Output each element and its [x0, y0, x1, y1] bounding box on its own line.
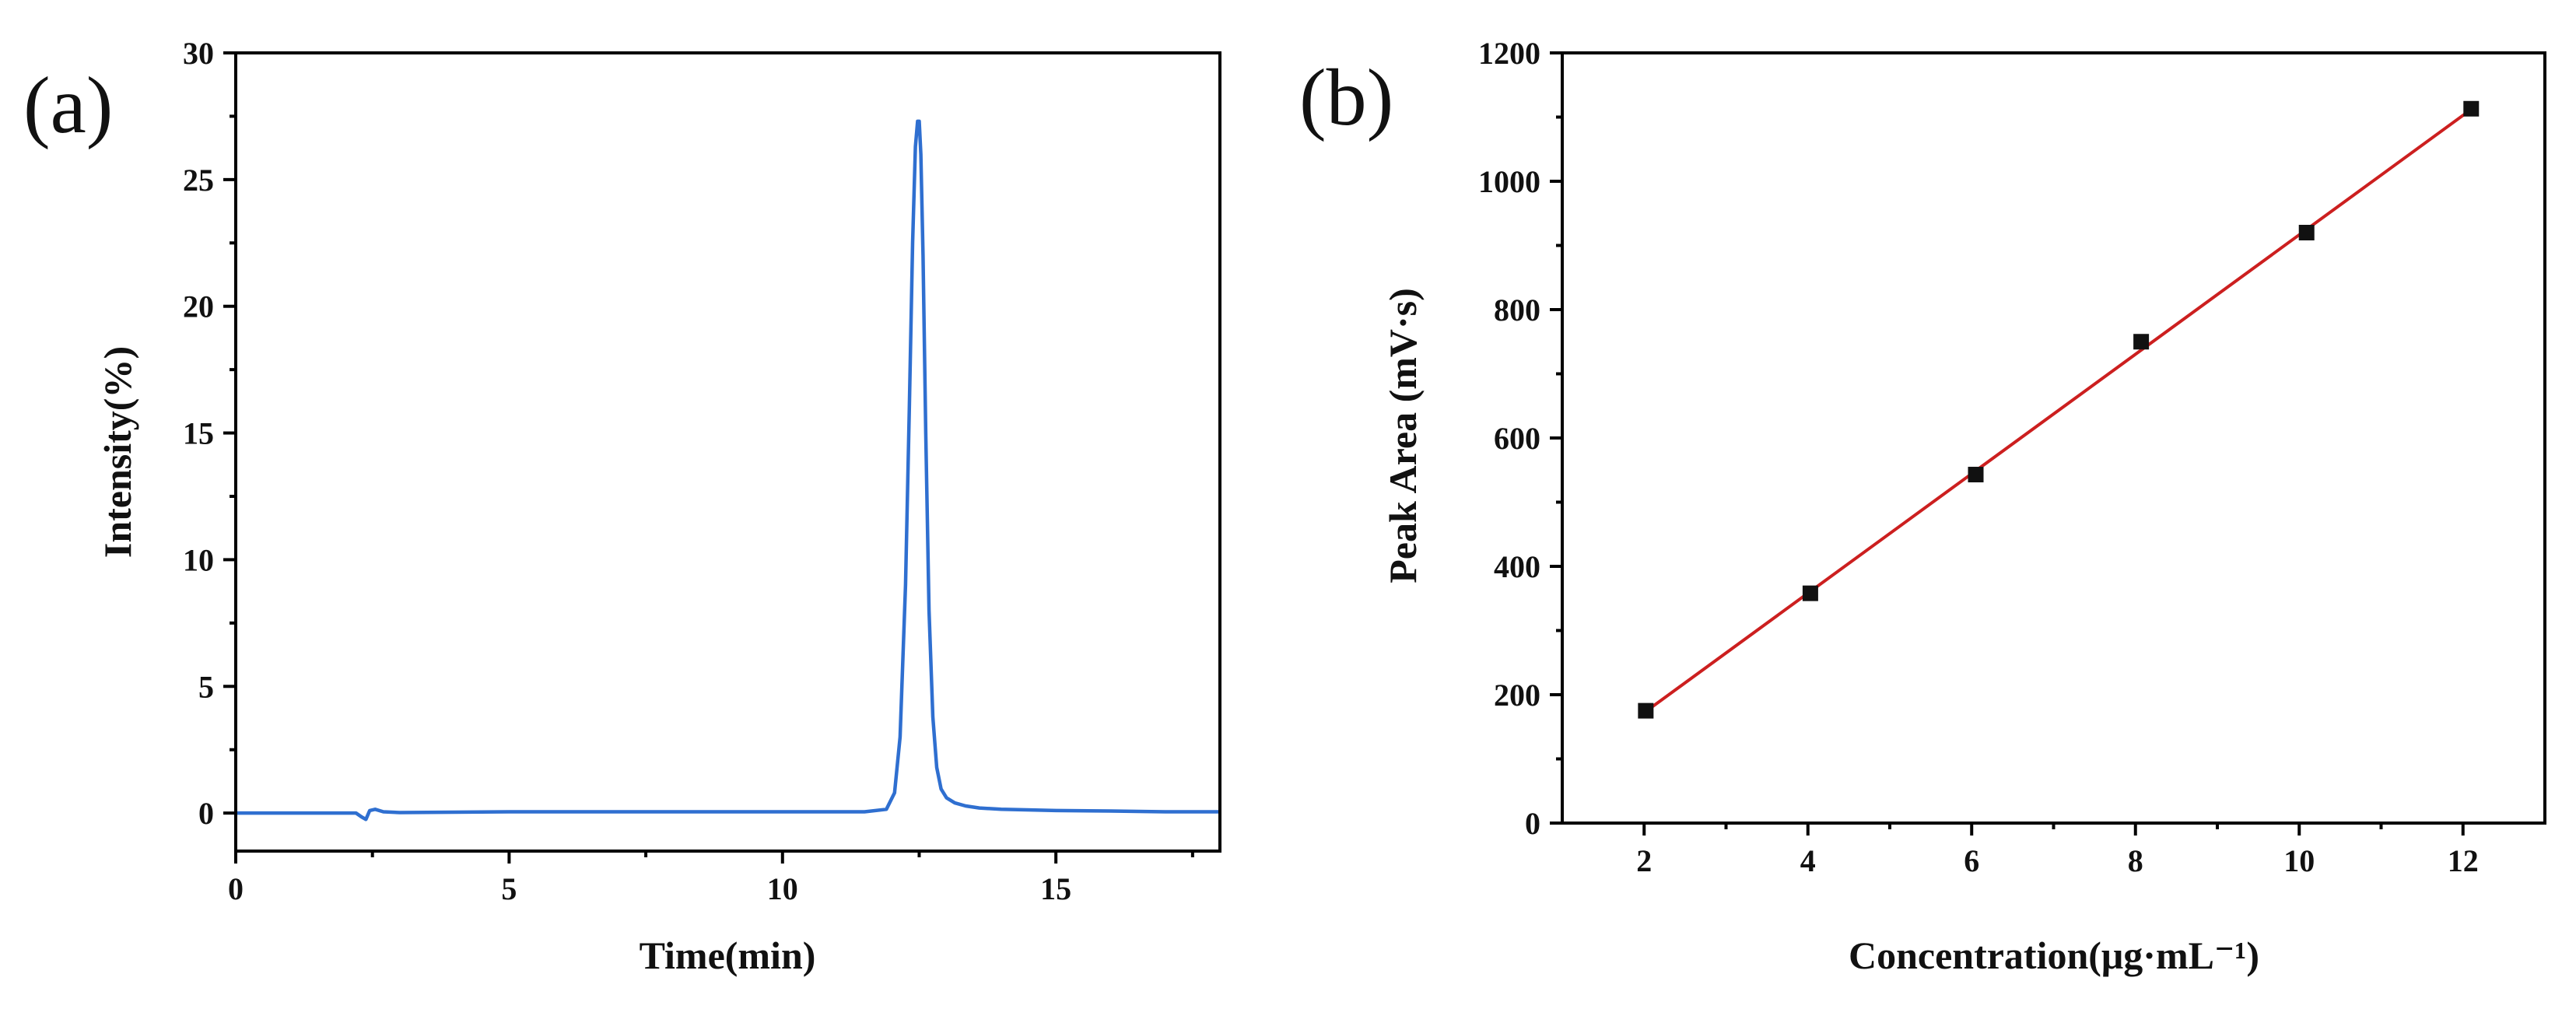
data-point — [2298, 225, 2315, 240]
y-tick-label: 30 — [183, 36, 214, 71]
x-tick-label: 2 — [1636, 843, 1652, 878]
fit-line — [1643, 107, 2473, 714]
y-tick-label: 400 — [1494, 549, 1540, 584]
chromatogram-line — [236, 119, 1220, 822]
x-tick-label: 5 — [501, 871, 517, 906]
data-point — [1968, 467, 1984, 483]
plot-frame-a — [234, 51, 1221, 853]
x-axis-title-a: Time(min) — [640, 934, 816, 977]
calibration-panel: (b) 2 4 6 8 10 12 0 200 400 600 800 1000 1200 Concen… — [1299, 36, 2546, 977]
x-tick-label: 10 — [767, 871, 798, 906]
x-tick-label: 6 — [1964, 843, 1979, 878]
y-tick-label: 200 — [1494, 678, 1540, 713]
x-tick-label: 4 — [1800, 843, 1816, 878]
y-tick-label: 1200 — [1478, 36, 1540, 71]
x-tick-label: 0 — [228, 871, 244, 906]
y-tick-label: 25 — [183, 163, 214, 198]
axis-ticks-b: 2 4 6 8 10 12 0 200 400 600 800 1000 1200 — [1478, 36, 2479, 878]
x-tick-label: 15 — [1040, 871, 1071, 906]
x-axis-title-b: Concentration(μg·mL⁻¹) — [1849, 934, 2259, 977]
data-point — [1802, 585, 1818, 601]
x-tick-label: 10 — [2283, 843, 2315, 878]
y-tick-label: 800 — [1494, 293, 1540, 328]
y-tick-label: 10 — [183, 542, 214, 577]
y-tick-label: 0 — [1525, 806, 1540, 841]
data-point — [2133, 334, 2150, 350]
y-tick-label: 20 — [183, 289, 214, 324]
y-tick-label: 5 — [198, 669, 214, 704]
y-axis-title-b: Peak Area (mV·s) — [1381, 288, 1425, 583]
y-tick-label: 0 — [198, 796, 214, 831]
data-point — [2463, 100, 2480, 117]
plot-frame-b — [1561, 51, 2546, 825]
data-points — [1638, 100, 2480, 719]
y-tick-label: 1000 — [1478, 164, 1540, 199]
x-tick-label: 8 — [2128, 843, 2143, 878]
x-tick-label: 12 — [2448, 843, 2479, 878]
data-point — [1638, 702, 1654, 719]
y-tick-label: 600 — [1494, 421, 1540, 456]
y-axis-title-a: Intensity(%) — [96, 346, 139, 558]
panel-label-a: (a) — [23, 61, 113, 150]
axis-ticks-a: 0 5 10 15 0 5 10 15 20 25 30 — [183, 36, 1194, 906]
panel-label-b: (b) — [1299, 53, 1393, 142]
y-tick-label: 15 — [183, 416, 214, 451]
chromatogram-panel: (a) 0 5 10 15 0 5 10 15 20 25 30 Time(min) Intensi… — [23, 36, 1221, 977]
